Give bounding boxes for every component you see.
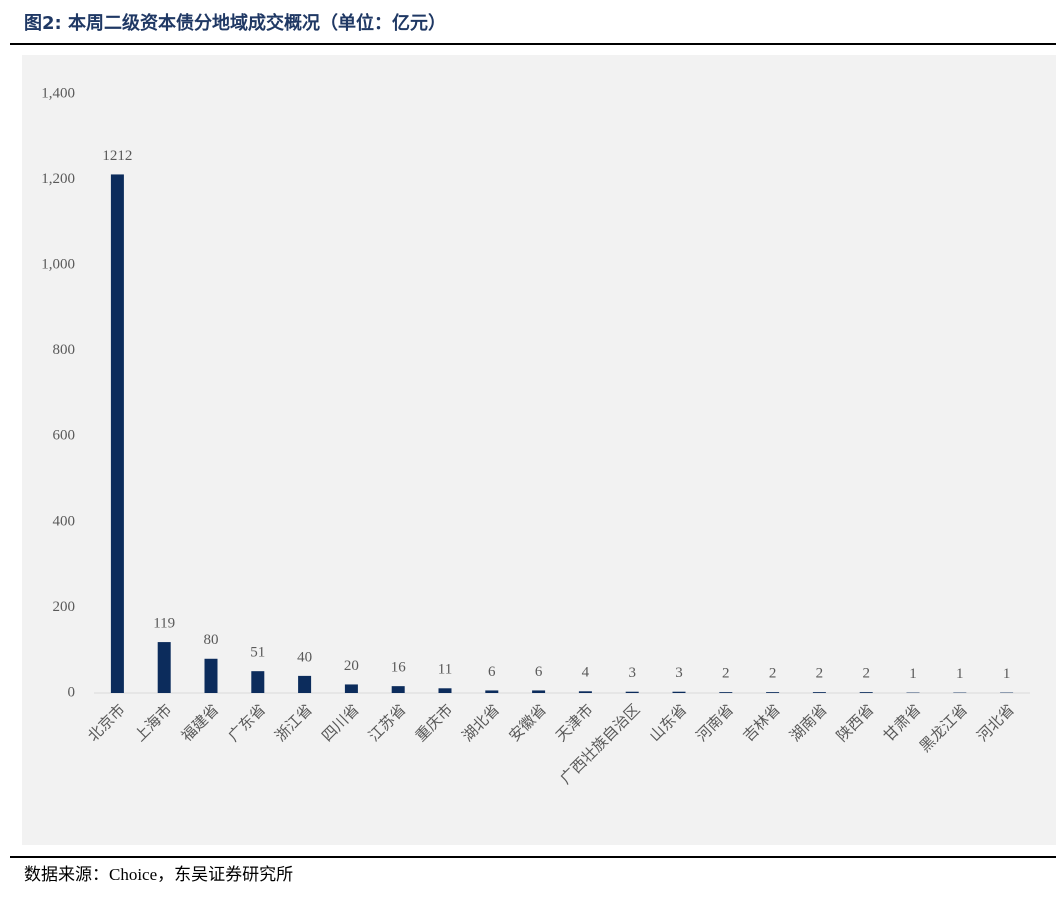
source-note: 数据来源：Choice，东吴证券研究所 [24, 865, 293, 884]
value-label: 20 [344, 658, 359, 674]
value-label: 11 [438, 662, 452, 678]
bar [860, 692, 873, 693]
y-tick-label: 400 [53, 513, 76, 529]
value-label: 4 [582, 665, 590, 681]
bar [813, 692, 826, 693]
value-label: 2 [862, 666, 870, 682]
y-tick-label: 1,200 [41, 171, 75, 187]
value-label: 2 [722, 666, 730, 682]
y-tick-label: 200 [53, 599, 76, 615]
value-label: 16 [391, 660, 407, 676]
bar [298, 676, 311, 693]
value-label: 51 [250, 645, 265, 661]
bar [205, 659, 218, 693]
value-label: 1 [909, 666, 917, 682]
y-tick-label: 0 [68, 684, 76, 700]
y-tick-label: 600 [53, 428, 76, 444]
bar [251, 671, 264, 693]
value-label: 119 [153, 616, 175, 632]
bar [111, 174, 124, 693]
value-label: 3 [675, 665, 683, 681]
value-label: 1 [1003, 666, 1011, 682]
value-label: 6 [488, 664, 496, 680]
value-label: 2 [769, 666, 777, 682]
bar [579, 691, 592, 693]
y-tick-label: 1,000 [41, 257, 75, 273]
value-label: 1212 [102, 148, 132, 164]
value-label: 40 [297, 649, 312, 665]
bar [719, 692, 732, 693]
bar [673, 692, 686, 693]
value-label: 2 [816, 666, 824, 682]
bar [485, 690, 498, 693]
chart-title: 图2: 本周二级资本债分地域成交概况（单位：亿元） [24, 12, 446, 34]
value-label: 6 [535, 664, 543, 680]
bar [345, 684, 358, 693]
bar [158, 642, 171, 693]
y-tick-label: 1,400 [41, 85, 75, 101]
value-label: 80 [204, 632, 219, 648]
bar [532, 690, 545, 693]
value-label: 3 [628, 665, 636, 681]
value-label: 1 [956, 666, 964, 682]
bar [626, 692, 639, 693]
bar [392, 686, 405, 693]
bar [439, 688, 452, 693]
y-tick-label: 800 [53, 342, 76, 358]
bar [766, 692, 779, 693]
